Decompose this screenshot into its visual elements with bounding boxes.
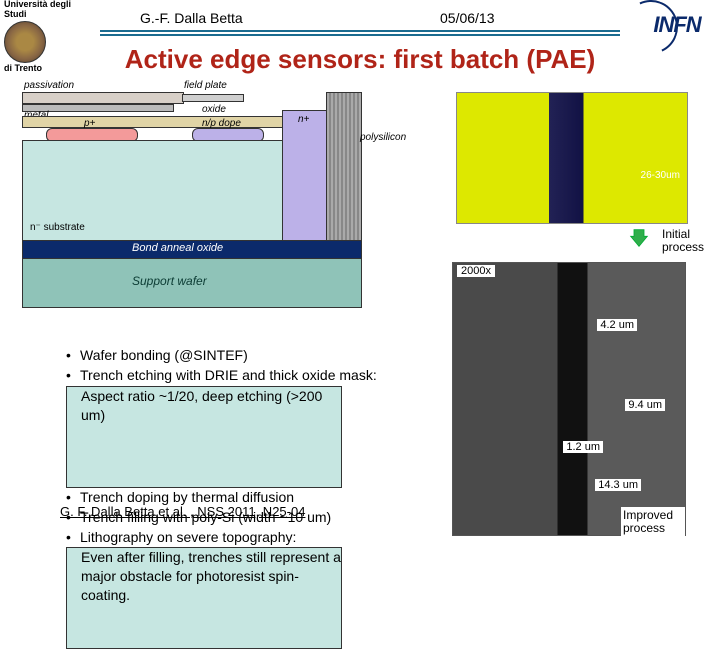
author-name: G.-F. Dalla Betta xyxy=(140,10,243,26)
layer-polysilicon xyxy=(326,92,362,242)
label-pplus: p+ xyxy=(84,118,95,129)
header-rule-top xyxy=(100,30,620,32)
seal-icon xyxy=(4,21,46,63)
label-support-wafer: Support wafer xyxy=(132,274,207,288)
citation: G. F. Dalla Betta et al. , NSS 2011, N25… xyxy=(60,504,305,519)
sem-dim-1: 4.2 um xyxy=(597,319,637,331)
university-city: di Trento xyxy=(4,64,96,74)
sem-image-initial xyxy=(456,92,688,224)
label-substrate: n⁻ substrate xyxy=(30,222,110,233)
arrow-down-icon xyxy=(628,228,650,248)
sem-magnification: 2000x xyxy=(457,265,495,277)
layer-passivation xyxy=(22,92,184,104)
label-bond-oxide: Bond anneal oxide xyxy=(132,242,223,254)
infn-swirl-icon xyxy=(616,0,685,62)
layer-nplus xyxy=(282,110,328,242)
bullet-1: Wafer bonding (@SINTEF) xyxy=(66,346,486,365)
header-bar: G.-F. Dalla Betta 05/06/13 xyxy=(100,8,620,36)
university-name: Università degli Studi xyxy=(4,0,96,20)
label-polysilicon: polysilicon xyxy=(360,132,408,143)
label-nplus: n+ xyxy=(298,114,309,125)
label-field-plate: field plate xyxy=(184,80,227,91)
label-npdope: n/p dope xyxy=(202,118,241,129)
label-passivation: passivation xyxy=(24,80,74,91)
uni-logo-left: Università degli Studi di Trento xyxy=(4,0,96,60)
sem-initial-label: Initial process xyxy=(662,228,716,254)
bullet-5-sub: Even after filling, trenches still repre… xyxy=(66,547,342,649)
sem-dim-2: 9.4 um xyxy=(625,399,665,411)
bullet-2-sub: Aspect ratio ~1/20, deep etching (>200 u… xyxy=(66,386,342,488)
cross-section-diagram: passivation field plate metal oxide p+ n… xyxy=(22,92,407,310)
sem-improved-label: Improved process xyxy=(621,507,685,537)
bullet-list: Wafer bonding (@SINTEF) Trench etching w… xyxy=(26,346,486,649)
layer-oxide xyxy=(22,116,284,128)
slide-title: Active edge sensors: first batch (PAE) xyxy=(100,44,620,75)
bullet-2: Trench etching with DRIE and thick oxide… xyxy=(66,366,486,385)
slide-date: 05/06/13 xyxy=(440,10,495,26)
header-rule-bottom xyxy=(100,34,620,36)
infn-logo: INFN xyxy=(638,4,716,46)
label-oxide: oxide xyxy=(202,104,226,115)
sem-image-improved: 2000x 4.2 um 9.4 um 1.2 um 14.3 um Impro… xyxy=(452,262,686,536)
sem-dim-3: 1.2 um xyxy=(563,441,603,453)
bullet-5: Lithography on severe topography: xyxy=(66,528,486,547)
layer-field-plate xyxy=(182,94,244,102)
sem-initial-dim: 26-30um xyxy=(641,170,680,181)
sem-dim-4: 14.3 um xyxy=(595,479,641,491)
